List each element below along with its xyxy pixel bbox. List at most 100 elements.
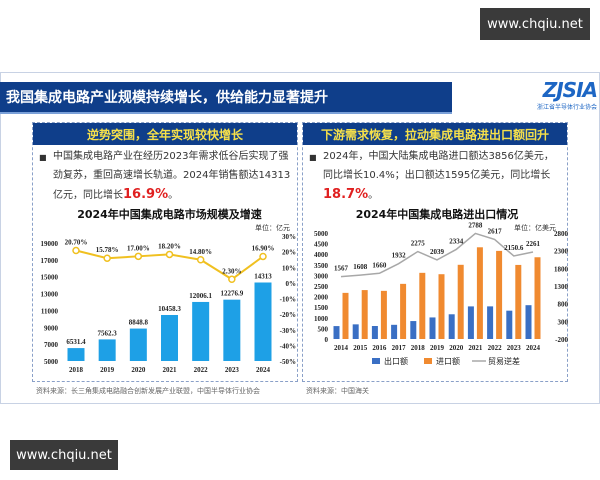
- y-tick-label: 1000: [314, 315, 329, 323]
- bar-出口额: [333, 326, 340, 339]
- logo-mark: ZJSIA: [542, 78, 598, 102]
- y-tick-label: 7000: [44, 341, 59, 349]
- legend-swatch: [372, 358, 380, 364]
- bar-出口额: [448, 314, 455, 339]
- bar-进口额: [380, 290, 387, 339]
- left-text-block: ■ 中国集成电路产业在经历2023年需求低谷后实现了强劲复苏，重回高速增长轨道。2…: [33, 145, 297, 205]
- y2-tick-label: -50%: [280, 358, 296, 366]
- y-tick-label: 17000: [41, 257, 59, 265]
- right-tail: 。: [368, 190, 379, 201]
- bar-出口额: [352, 324, 359, 339]
- y2-tick-label: 0%: [286, 280, 297, 288]
- y2-tick-label: 1800: [554, 265, 569, 273]
- line-data-label: 2261: [526, 240, 541, 248]
- line-贸易逆差: [340, 232, 534, 278]
- x-tick-label: 2023: [225, 366, 240, 374]
- watermark-top: www.chqiu.net: [480, 8, 590, 40]
- unit-label: 单位：亿美元: [514, 223, 556, 232]
- left-heading: 逆势突围，全年实现较快增长: [33, 123, 297, 145]
- x-tick-label: 2015: [353, 344, 368, 352]
- logo: ZJSIA 浙江省半导体行业协会: [515, 78, 598, 116]
- legend-label: 进口额: [436, 356, 460, 366]
- bar-data-label: 10458.3: [158, 305, 181, 313]
- bar-出口额: [391, 324, 398, 339]
- right-heading: 下游需求恢复，拉动集成电路进出口额回升: [303, 123, 567, 145]
- bar-进口额: [361, 290, 368, 339]
- y2-tick-label: 2800: [554, 230, 569, 238]
- logo-subtitle: 浙江省半导体行业协会: [536, 104, 597, 111]
- x-tick-label: 2021: [468, 344, 483, 352]
- bar-value: [129, 328, 147, 361]
- bar-进口额: [457, 264, 464, 339]
- y-tick-label: 5000: [314, 230, 329, 238]
- line-point: [134, 252, 143, 261]
- bar-进口额: [400, 283, 407, 339]
- bar-data-label: 12006.1: [189, 292, 212, 300]
- x-tick-label: 2022: [194, 366, 209, 374]
- bar-value: [67, 348, 85, 361]
- y-tick-label: 11000: [41, 307, 59, 315]
- bar-data-label: 8848.8: [129, 319, 149, 327]
- y-tick-label: 500: [318, 325, 329, 333]
- line-data-label: 2150.6: [504, 244, 524, 252]
- y-tick-label: 3500: [314, 262, 329, 270]
- line-data-label: 1567: [334, 265, 349, 273]
- line-data-label: 18.20%: [158, 242, 181, 250]
- chart-title: 2024年中国集成电路市场规模及增速: [77, 207, 262, 221]
- line-data-label: 2788: [468, 221, 483, 229]
- x-tick-label: 2020: [131, 366, 146, 374]
- bar-进口额: [476, 247, 483, 339]
- y2-tick-label: -30%: [280, 327, 296, 335]
- bar-出口额: [525, 305, 532, 339]
- y-tick-label: 4000: [314, 251, 329, 259]
- bar-value: [254, 282, 272, 361]
- x-tick-label: 2019: [100, 366, 115, 374]
- bar-出口额: [467, 306, 474, 339]
- bar-进口额: [534, 257, 541, 339]
- y2-tick-label: 1300: [554, 283, 569, 291]
- line-data-label: 15.78%: [96, 246, 119, 254]
- y-tick-label: 5000: [44, 358, 59, 366]
- x-tick-label: 2016: [372, 344, 387, 352]
- x-tick-label: 2024: [256, 366, 271, 374]
- left-source: 资料来源：长三角集成电路融合创新发展产业联盟，中国半导体行业协会: [36, 387, 260, 395]
- bar-进口额: [419, 272, 426, 339]
- y2-tick-label: -10%: [280, 296, 296, 304]
- legend-swatch: [424, 358, 432, 364]
- x-tick-label: 2019: [430, 344, 445, 352]
- bar-出口额: [371, 326, 378, 339]
- line-data-label: 1932: [392, 252, 407, 260]
- line-point: [259, 252, 267, 261]
- line-data-label: 2617: [488, 227, 503, 235]
- bar-data-label: 7562.3: [98, 329, 118, 337]
- bar-进口额: [438, 274, 445, 339]
- line-data-label: 17.00%: [127, 244, 150, 252]
- right-source: 资料来源：中国海关: [306, 387, 369, 395]
- y-tick-label: 19000: [41, 240, 59, 248]
- line-data-label: 2.30%: [222, 267, 241, 275]
- x-tick-label: 2021: [163, 366, 178, 374]
- bullet-icon: ■: [39, 153, 47, 162]
- y-tick-label: 2000: [314, 294, 329, 302]
- x-tick-label: 2024: [526, 344, 541, 352]
- y2-tick-label: 800: [558, 301, 569, 309]
- x-tick-label: 2018: [411, 344, 426, 352]
- x-tick-label: 2022: [488, 344, 503, 352]
- bar-data-label: 6531.4: [66, 338, 86, 346]
- chart-title: 2024年中国集成电路进出口情况: [356, 207, 519, 221]
- line-point: [228, 275, 236, 284]
- legend-label: 出口额: [384, 356, 408, 366]
- y-tick-label: 13000: [41, 291, 59, 299]
- left-panel: 逆势突围，全年实现较快增长 ■ 中国集成电路产业在经历2023年需求低谷后实现了强…: [32, 122, 298, 382]
- line-data-label: 2334: [449, 237, 464, 245]
- y2-tick-label: 30%: [282, 233, 296, 241]
- right-text-block: ■ 2024年，中国大陆集成电路进口额达3856亿美元，同比增长10.4%；出口额…: [303, 145, 567, 205]
- left-text: 中国集成电路产业在经历2023年需求低谷后实现了强劲复苏，重回高速增长轨道。20…: [53, 151, 291, 201]
- y2-tick-label: 2300: [554, 248, 569, 256]
- bar-value: [192, 301, 210, 361]
- line-data-label: 16.90%: [252, 244, 275, 252]
- y-tick-label: 15000: [41, 274, 59, 282]
- left-tail: 。: [168, 190, 179, 201]
